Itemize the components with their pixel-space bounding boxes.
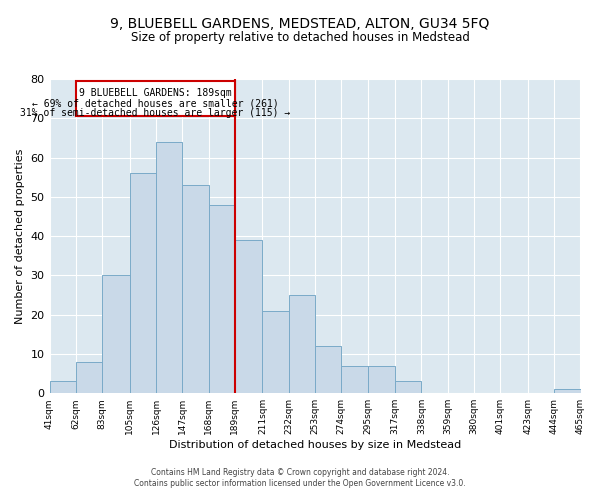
Bar xyxy=(156,142,182,393)
Bar xyxy=(130,174,156,393)
Bar xyxy=(289,295,315,393)
Text: Size of property relative to detached houses in Medstead: Size of property relative to detached ho… xyxy=(131,31,469,44)
Bar xyxy=(209,204,235,393)
Text: 9, BLUEBELL GARDENS, MEDSTEAD, ALTON, GU34 5FQ: 9, BLUEBELL GARDENS, MEDSTEAD, ALTON, GU… xyxy=(110,18,490,32)
Y-axis label: Number of detached properties: Number of detached properties xyxy=(15,148,25,324)
Text: 31% of semi-detached houses are larger (115) →: 31% of semi-detached houses are larger (… xyxy=(20,108,290,118)
Bar xyxy=(102,276,130,393)
Bar xyxy=(315,346,341,393)
Bar xyxy=(76,362,102,393)
Bar xyxy=(554,390,581,393)
Text: ← 69% of detached houses are smaller (261): ← 69% of detached houses are smaller (26… xyxy=(32,98,279,108)
Bar xyxy=(76,81,235,116)
Bar xyxy=(395,382,421,393)
Text: 9 BLUEBELL GARDENS: 189sqm: 9 BLUEBELL GARDENS: 189sqm xyxy=(79,88,232,98)
Bar xyxy=(341,366,368,393)
Bar xyxy=(368,366,395,393)
Bar xyxy=(50,382,76,393)
Bar xyxy=(182,185,209,393)
Text: Contains HM Land Registry data © Crown copyright and database right 2024.
Contai: Contains HM Land Registry data © Crown c… xyxy=(134,468,466,487)
X-axis label: Distribution of detached houses by size in Medstead: Distribution of detached houses by size … xyxy=(169,440,461,450)
Bar xyxy=(262,310,289,393)
Bar xyxy=(235,240,262,393)
